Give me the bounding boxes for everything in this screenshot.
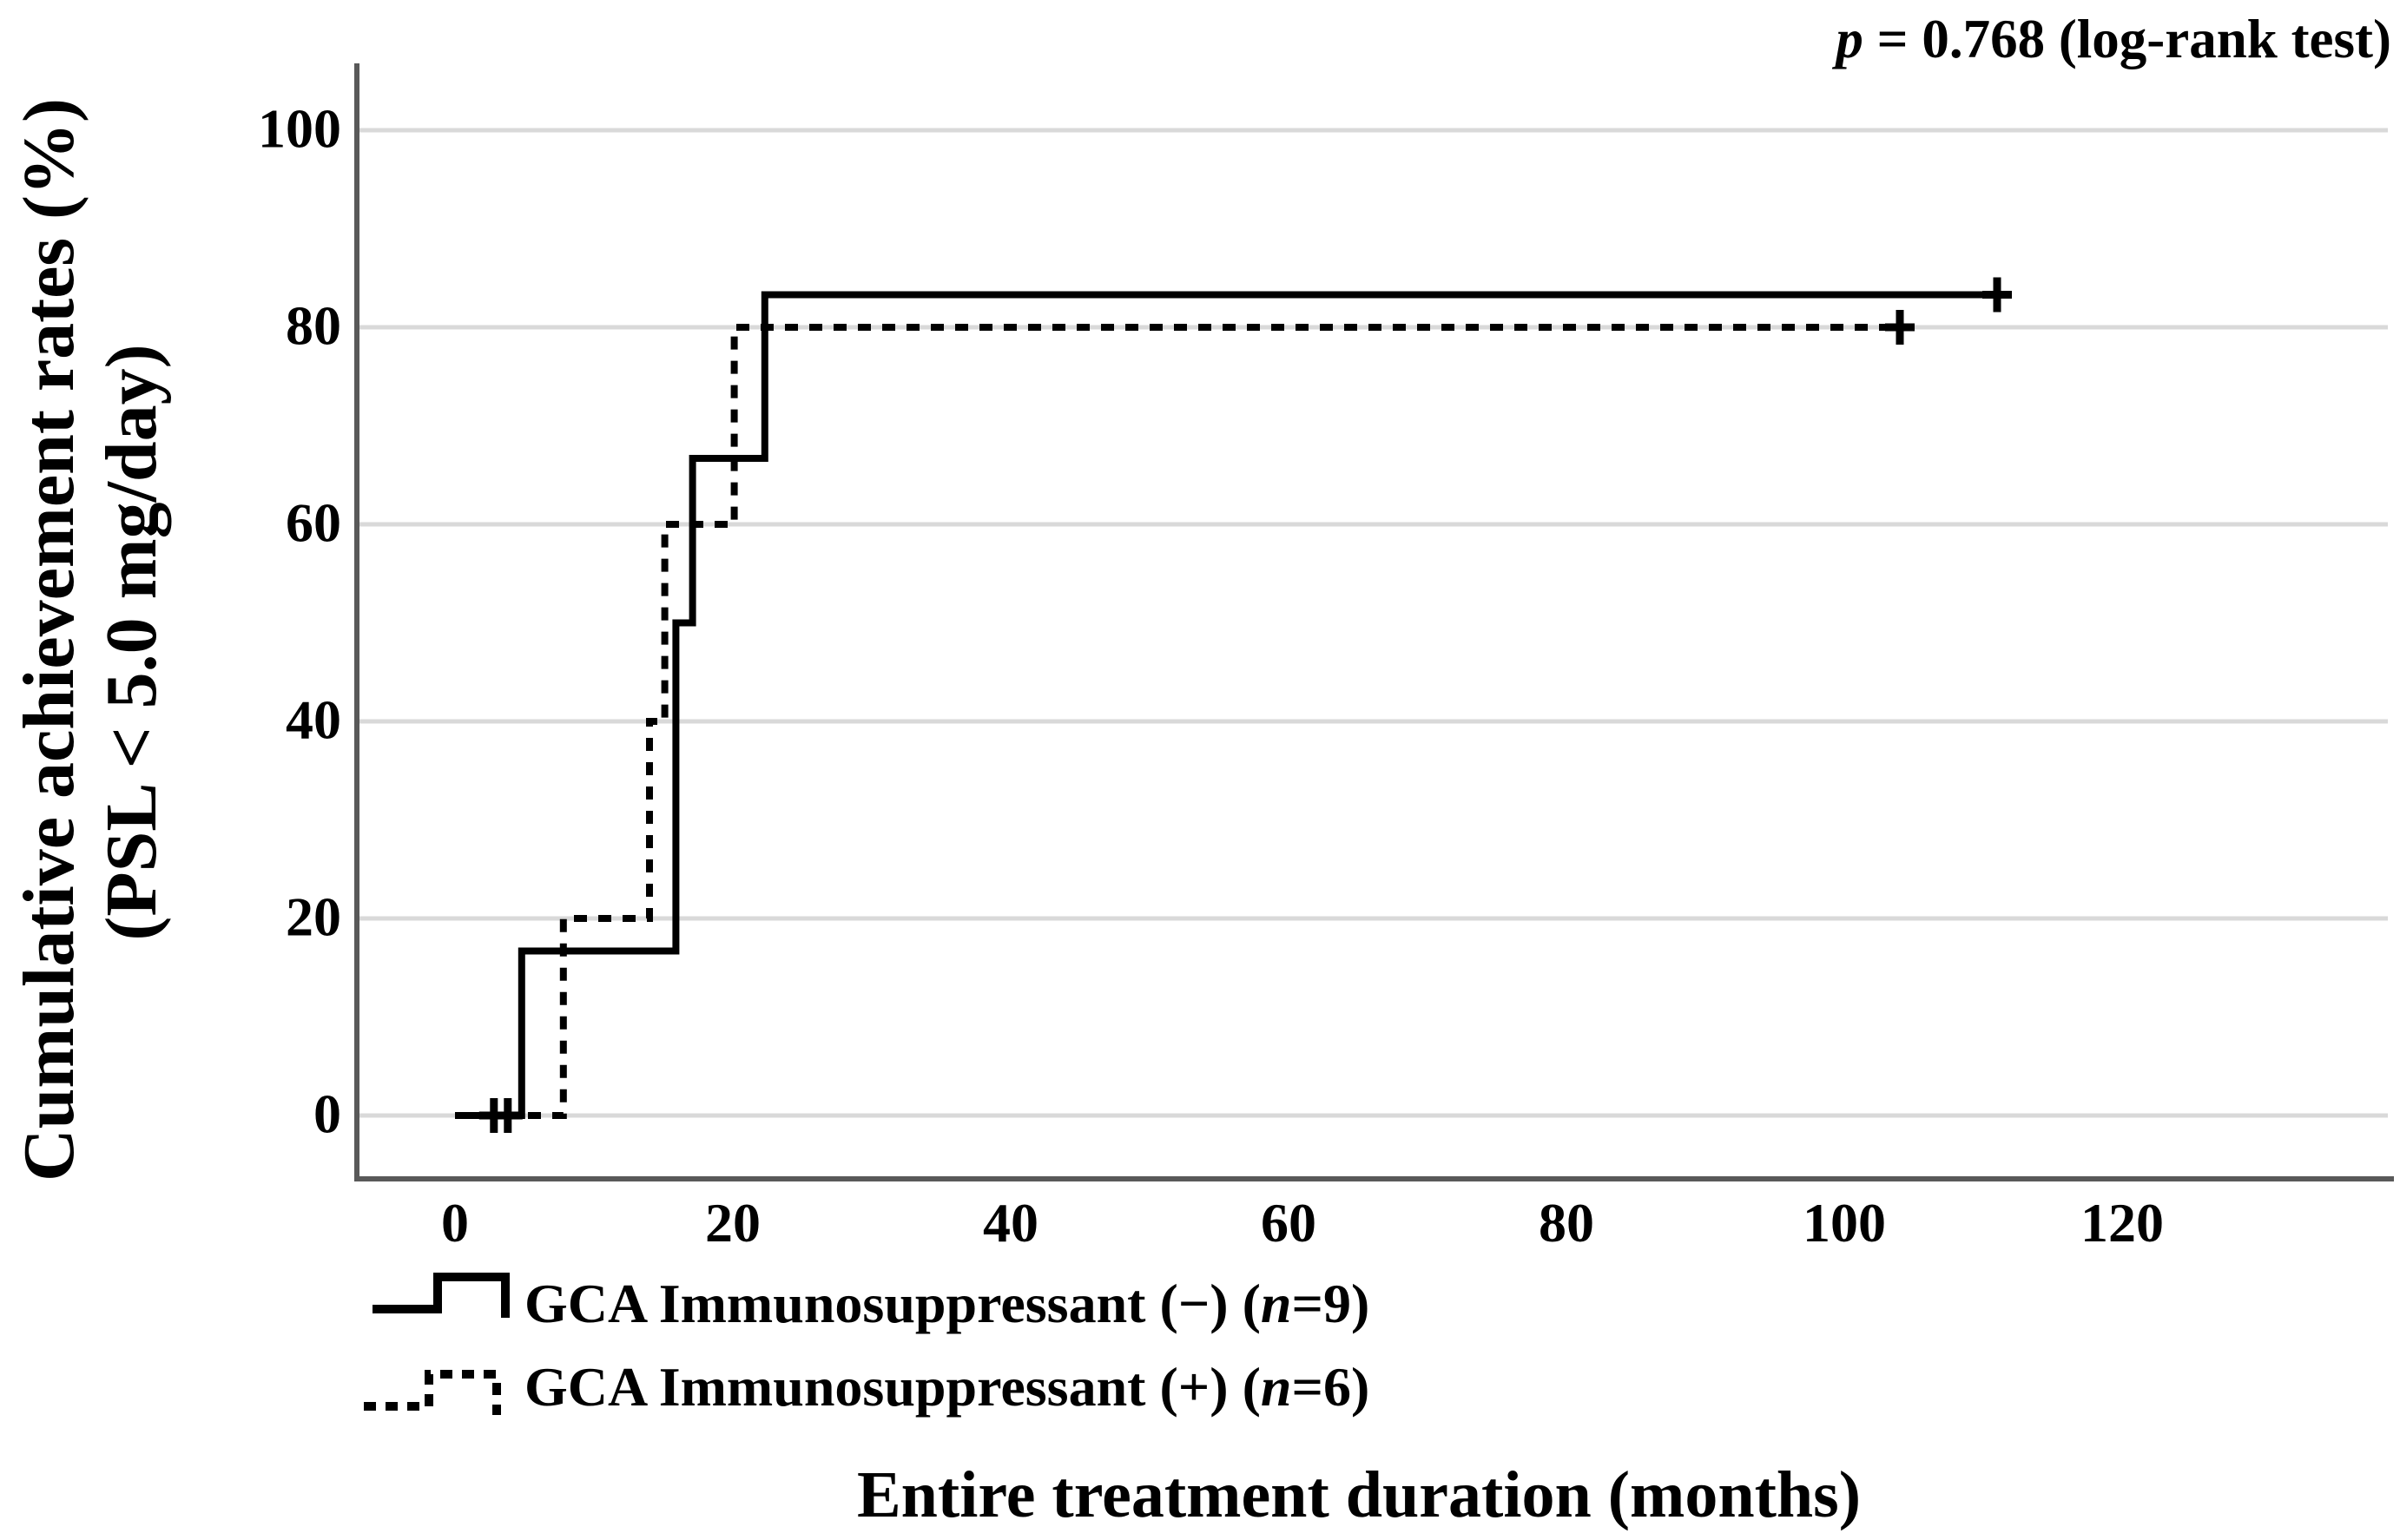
x-tick-20: 20 bbox=[705, 1192, 761, 1254]
y-tick-0: 0 bbox=[313, 1083, 341, 1145]
y-tick-80: 80 bbox=[286, 294, 341, 357]
y-axis-title-line1: Cumulative achievement rates (%) bbox=[9, 97, 89, 1182]
x-tick-0: 0 bbox=[441, 1192, 469, 1254]
legend-key-solid-step-icon bbox=[373, 1273, 510, 1318]
p-value-annotation: p = 0.768 (log-rank test) bbox=[1836, 12, 2391, 67]
legend-label-gca-immunosuppressant-plus: GCA Immunosuppressant (+) (n=6) bbox=[524, 1359, 1369, 1415]
legend-label-gca-immunosuppressant-minus: GCA Immunosuppressant (−) (n=9) bbox=[524, 1276, 1369, 1332]
y-tick-20: 20 bbox=[286, 885, 341, 948]
legend-n-symbol: n bbox=[1260, 1273, 1292, 1334]
y-tick-40: 40 bbox=[286, 688, 341, 751]
legend-key-dashed-step-icon bbox=[364, 1370, 501, 1415]
x-tick-80: 80 bbox=[1539, 1192, 1594, 1254]
legend-label-suffix: =6) bbox=[1291, 1356, 1370, 1418]
x-tick-120: 120 bbox=[2080, 1192, 2164, 1254]
legend-label-prefix: GCA Immunosuppressant (+) ( bbox=[524, 1356, 1261, 1418]
x-axis-title: Entire treatment duration (months) bbox=[856, 1458, 1862, 1531]
p-symbol: p bbox=[1836, 9, 1863, 69]
y-tick-60: 60 bbox=[286, 491, 341, 554]
x-tick-100: 100 bbox=[1803, 1192, 1886, 1254]
km-curve-solid bbox=[455, 291, 1997, 1119]
legend-label-prefix: GCA Immunosuppressant (−) ( bbox=[524, 1273, 1261, 1334]
legend-n-symbol: n bbox=[1260, 1356, 1292, 1418]
legend-label-suffix: =9) bbox=[1291, 1273, 1370, 1334]
km-curve-dashed bbox=[455, 324, 1900, 1119]
x-tick-60: 60 bbox=[1261, 1192, 1316, 1254]
x-tick-40: 40 bbox=[983, 1192, 1038, 1254]
p-value-text: = 0.768 (log-rank test) bbox=[1863, 9, 2391, 69]
y-axis-title-line2: (PSL < 5.0 mg/day) bbox=[91, 344, 172, 941]
y-tick-100: 100 bbox=[258, 97, 341, 160]
